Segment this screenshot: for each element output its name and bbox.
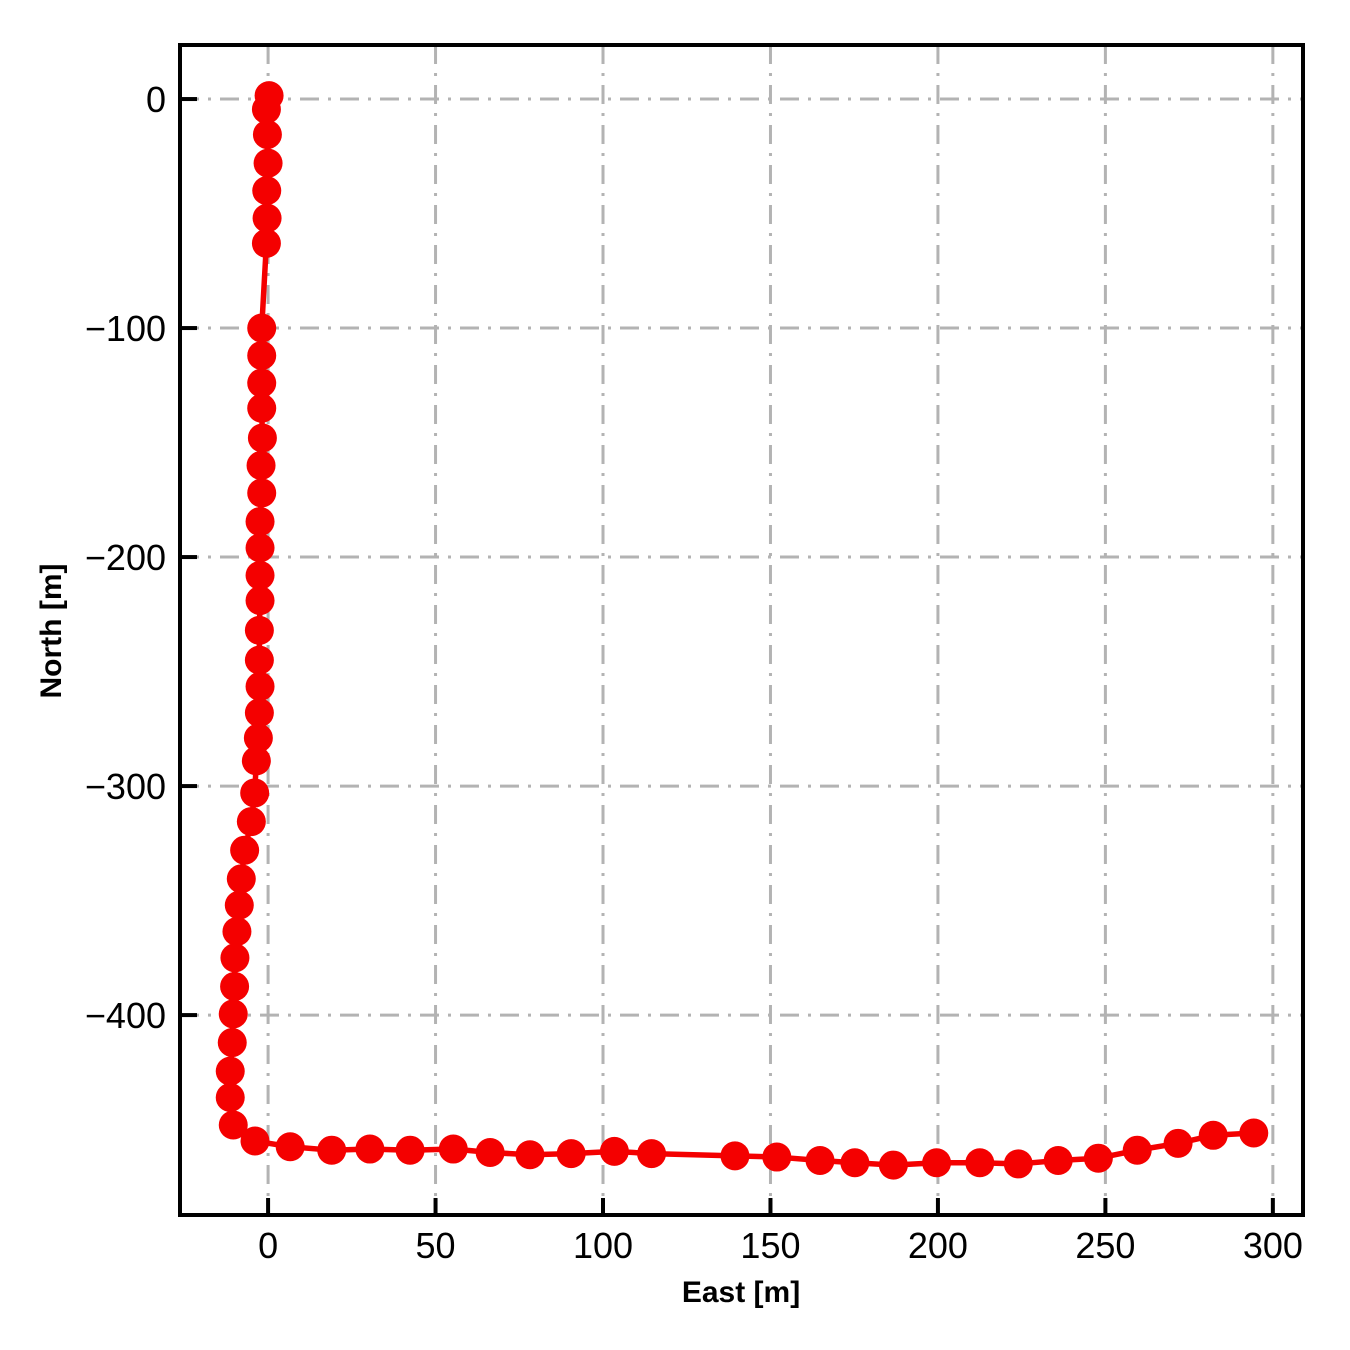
trajectory-marker	[236, 807, 266, 837]
trajectory-marker	[1239, 1118, 1269, 1148]
trajectory-marker	[245, 671, 275, 701]
trajectory-marker	[762, 1142, 792, 1172]
trajectory-marker	[230, 835, 260, 865]
trajectory-marker	[1163, 1128, 1193, 1158]
x-tick-label: 150	[740, 1225, 800, 1266]
trajectory-marker	[275, 1132, 305, 1162]
trajectory-marker	[244, 615, 274, 645]
y-axis-label: North [m]	[35, 563, 68, 699]
trajectory-marker	[245, 560, 275, 590]
trajectory-marker	[244, 645, 274, 675]
trajectory-marker	[220, 971, 250, 1001]
y-tick-label: −200	[85, 537, 166, 578]
trajectory-marker	[253, 148, 283, 178]
y-tick-label: −100	[85, 308, 166, 349]
trajectory-marker	[1122, 1135, 1152, 1165]
trajectory-marker	[1083, 1143, 1113, 1173]
trajectory-marker	[438, 1134, 468, 1164]
trajectory-marker	[1043, 1145, 1073, 1175]
y-tick-label: −300	[85, 766, 166, 807]
trajectory-marker	[251, 228, 281, 258]
trajectory-marker	[218, 999, 248, 1029]
trajectory-marker	[355, 1134, 385, 1164]
trajectory-marker	[245, 533, 275, 563]
y-tick-label: 0	[146, 79, 166, 120]
trajectory-line	[227, 92, 1257, 1168]
trajectory-marker	[965, 1148, 995, 1178]
x-tick-label: 250	[1075, 1225, 1135, 1266]
trajectory-marker	[245, 507, 275, 537]
x-tick-label: 200	[908, 1225, 968, 1266]
trajectory-marker	[247, 313, 277, 343]
trajectory-marker	[220, 943, 250, 973]
trajectory-marker	[556, 1139, 586, 1169]
x-axis-label: East [m]	[681, 1276, 801, 1309]
x-tick-label: 100	[573, 1225, 633, 1266]
trajectory-marker	[1003, 1149, 1033, 1179]
trajectory-marker	[252, 120, 282, 150]
x-tick-label: 50	[416, 1225, 456, 1266]
trajectory-marker	[599, 1136, 629, 1166]
trajectory-marker	[243, 723, 273, 753]
trajectory-marker	[805, 1145, 835, 1175]
trajectory-marker	[218, 1110, 248, 1140]
trajectory-marker	[224, 890, 254, 920]
x-tick-label: 0	[258, 1225, 278, 1266]
trajectory-marker	[247, 393, 277, 423]
trajectory-marker	[515, 1140, 545, 1170]
trajectory-marker	[475, 1137, 505, 1167]
trajectory-marker	[840, 1148, 870, 1178]
trajectory-marker	[251, 94, 281, 124]
trajectory-marker	[247, 478, 277, 508]
x-tick-label: 300	[1243, 1225, 1303, 1266]
trajectory-marker	[247, 423, 277, 453]
trajectory-marker	[252, 176, 282, 206]
trajectory-marker	[317, 1135, 347, 1165]
trajectory-marker	[215, 1056, 245, 1086]
y-tick-label: −400	[85, 995, 166, 1036]
trajectory-marker	[244, 698, 274, 728]
trajectory-marker	[395, 1135, 425, 1165]
trajectory-marker	[637, 1139, 667, 1169]
trajectory-marker	[1198, 1120, 1228, 1150]
trajectory-marker	[245, 586, 275, 616]
trajectory-marker	[922, 1148, 952, 1178]
plot-frame	[178, 43, 1305, 1217]
trajectory-marker	[247, 368, 277, 398]
trajectory-marker	[240, 778, 270, 808]
trajectory-marker	[217, 1028, 247, 1058]
trajectory-marker	[878, 1150, 908, 1180]
trajectory-marker	[222, 916, 252, 946]
trajectory-marker	[252, 203, 282, 233]
trajectory-marker	[720, 1141, 750, 1171]
trajectory-marker	[240, 1126, 270, 1156]
trajectory-marker	[246, 450, 276, 480]
trajectory-marker	[226, 864, 256, 894]
trajectory-marker	[215, 1083, 245, 1113]
trajectory-marker	[241, 746, 271, 776]
trajectory-marker	[247, 341, 277, 371]
